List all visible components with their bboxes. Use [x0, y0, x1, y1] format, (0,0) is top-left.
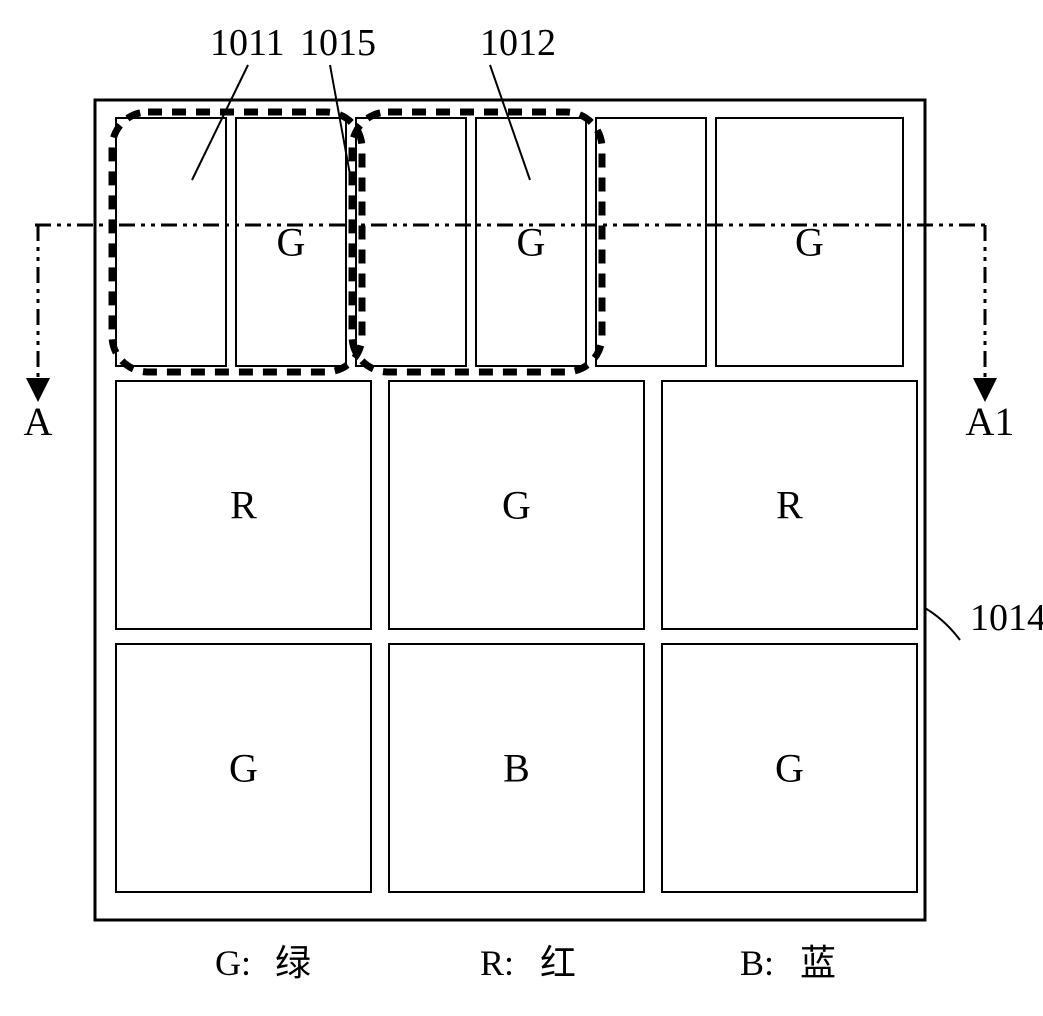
- callout-leader-0: [192, 65, 248, 180]
- top-cell-0: [116, 118, 226, 366]
- callout-label-0: 1011: [210, 22, 285, 64]
- callout-label-3: 1014: [970, 597, 1043, 639]
- legend-sym-1: R:: [480, 943, 514, 983]
- legend-sym-0: G:: [215, 943, 251, 983]
- cell-label-1-1: B: [503, 746, 530, 791]
- section-label-a1: A1: [966, 399, 1015, 444]
- legend-label-1: 红: [540, 943, 576, 983]
- top-cell-4: [596, 118, 706, 366]
- cell-label-1-2: G: [775, 746, 804, 791]
- legend-sym-2: B:: [740, 943, 774, 983]
- section-label-a: A: [24, 399, 53, 444]
- cell-label-0-1: G: [502, 483, 531, 528]
- callout-label-2: 1012: [480, 22, 556, 64]
- cell-label-0-0: R: [230, 483, 257, 528]
- callout-leader-3: [925, 608, 960, 640]
- callout-label-1: 1015: [300, 22, 376, 64]
- top-cell-2: [356, 118, 466, 366]
- cell-label-1-0: G: [229, 746, 258, 791]
- callout-leader-2: [490, 65, 530, 180]
- legend-label-0: 绿: [275, 943, 311, 983]
- cell-label-0-2: R: [776, 483, 803, 528]
- legend-label-2: 蓝: [800, 943, 836, 983]
